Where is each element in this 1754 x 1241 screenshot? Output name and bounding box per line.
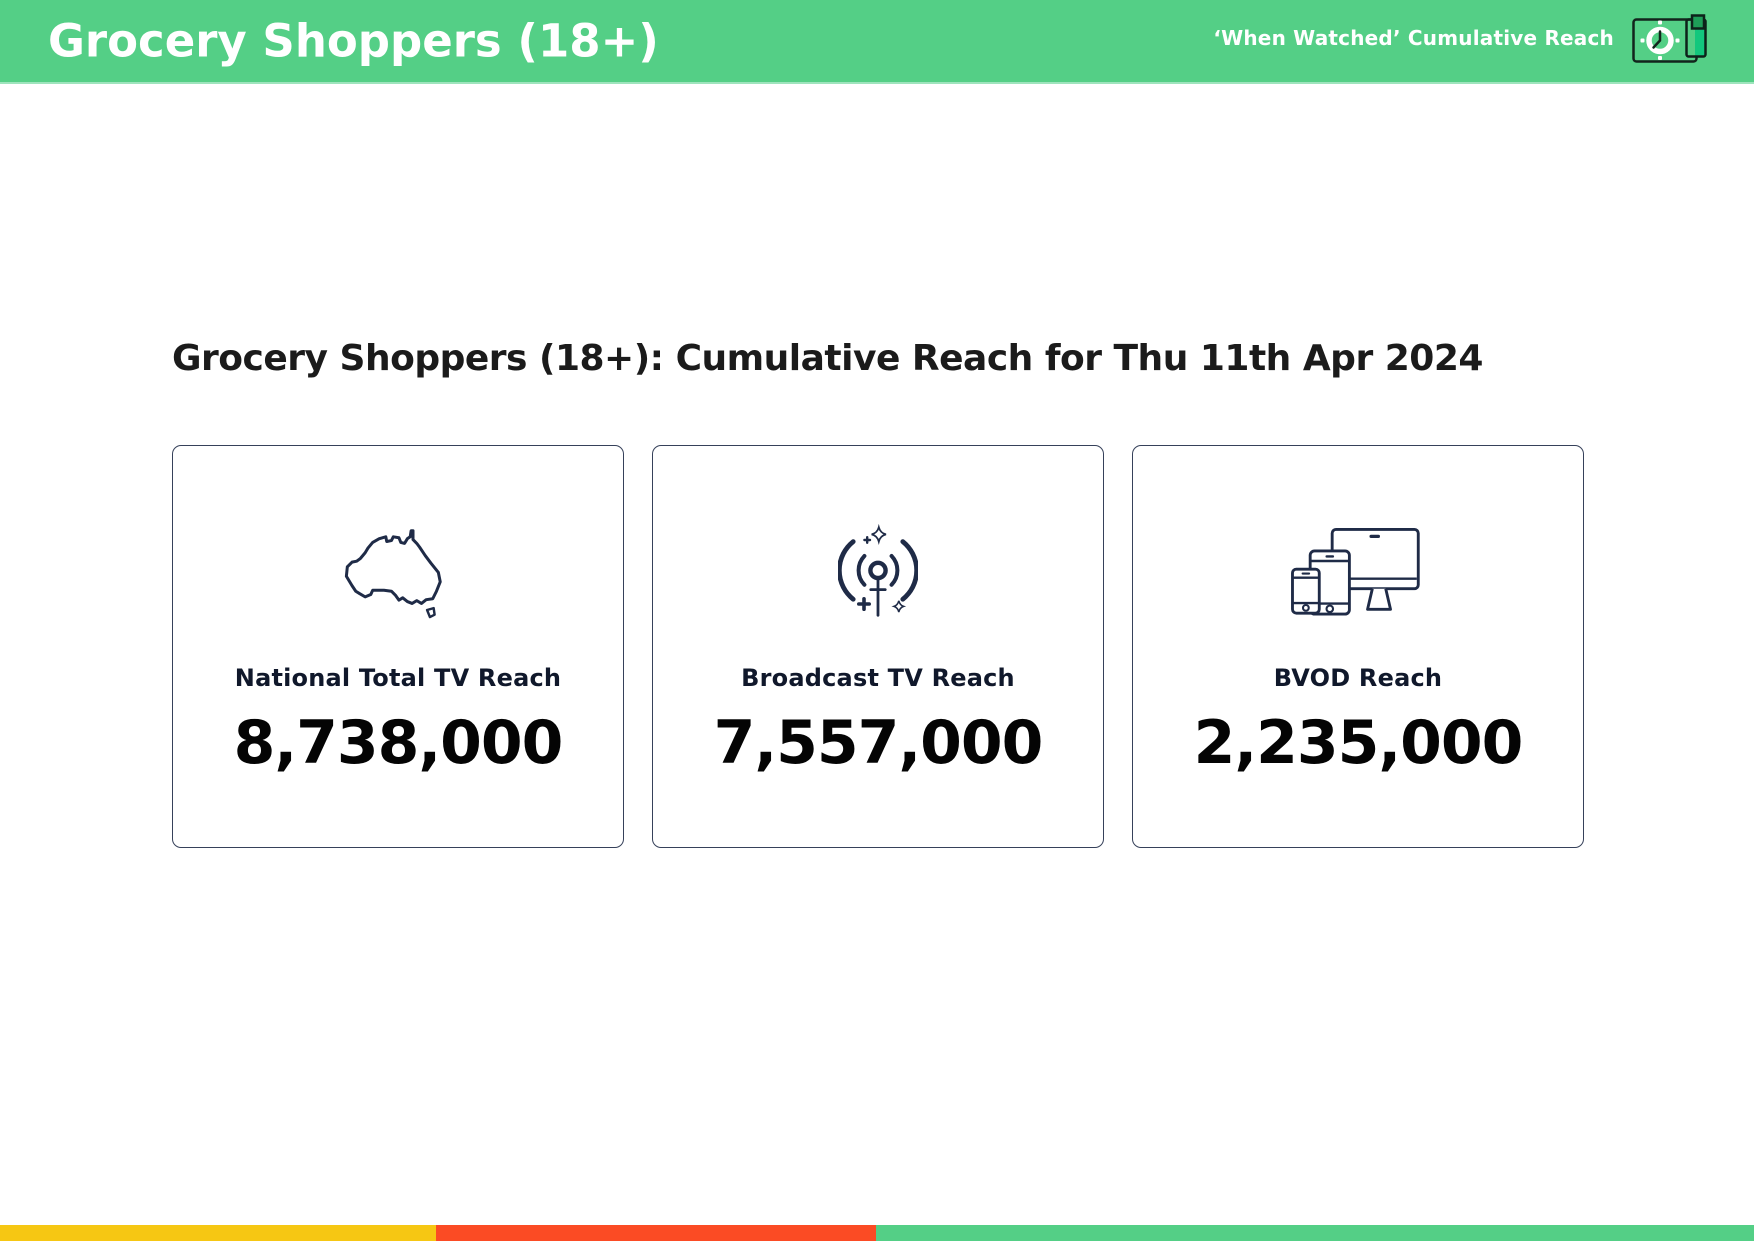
battery-icon[interactable] <box>1685 14 1708 59</box>
card-value: 8,738,000 <box>233 708 564 778</box>
card-label: Broadcast TV Reach <box>741 664 1015 692</box>
header-icon-group <box>1632 14 1710 68</box>
kpi-cards-row: National Total TV Reach 8,738,000 <box>172 445 1584 848</box>
australia-map-icon <box>337 516 459 628</box>
header-subtitle: ‘When Watched’ Cumulative Reach <box>1213 26 1614 50</box>
card-bvod-reach: BVOD Reach 2,235,000 <box>1132 445 1584 848</box>
card-broadcast-tv-reach: Broadcast TV Reach 7,557,000 <box>652 445 1104 848</box>
card-label: National Total TV Reach <box>234 664 562 692</box>
card-value: 2,235,000 <box>1193 708 1524 778</box>
page-title: Grocery Shoppers (18+) <box>48 14 659 68</box>
footer-yellow-segment <box>0 1225 437 1241</box>
page-heading: Grocery Shoppers (18+): Cumulative Reach… <box>172 338 1483 379</box>
card-national-total-tv-reach: National Total TV Reach 8,738,000 <box>172 445 624 848</box>
devices-icon <box>1291 516 1425 628</box>
card-label: BVOD Reach <box>1273 664 1443 692</box>
footer-red-segment <box>436 1225 876 1241</box>
header-bar: Grocery Shoppers (18+) ‘When Watched’ Cu… <box>0 0 1754 84</box>
broadcast-icon <box>838 516 918 628</box>
footer-green-segment <box>875 1225 1754 1241</box>
card-value: 7,557,000 <box>713 708 1044 778</box>
footer-color-bar <box>0 1225 1754 1241</box>
